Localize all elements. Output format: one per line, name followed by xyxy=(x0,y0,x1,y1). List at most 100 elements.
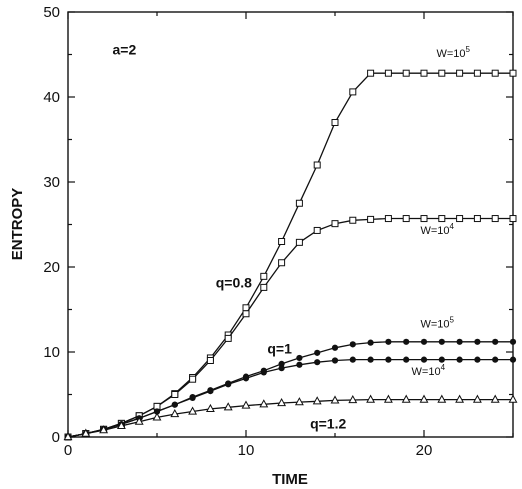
data-point xyxy=(509,69,517,77)
data-point xyxy=(278,365,285,372)
data-point xyxy=(63,431,73,441)
data-point xyxy=(385,356,392,363)
data-point xyxy=(402,69,410,77)
data-point xyxy=(312,396,322,405)
y-tick-label: 0 xyxy=(52,429,60,446)
data-point xyxy=(509,215,517,223)
series-label-exponent: 5 xyxy=(449,315,454,324)
data-point xyxy=(367,356,374,363)
data-point xyxy=(456,215,464,223)
annotation-layer: a=2 q=0.8 q=1 q=1.2 W=105 W=104 W=105 W=104 xyxy=(113,42,471,432)
data-point xyxy=(277,397,287,407)
data-point xyxy=(314,359,321,366)
data-point xyxy=(278,238,286,245)
annotation-label: q=1.2 xyxy=(310,416,346,432)
series-label-exponent: 5 xyxy=(466,45,471,54)
data-point xyxy=(348,394,358,404)
data-point xyxy=(438,69,446,77)
series-line xyxy=(67,72,513,438)
data-point xyxy=(189,375,197,383)
data-point xyxy=(438,338,445,345)
data-point xyxy=(509,356,517,363)
data-point xyxy=(455,394,465,403)
x-tick-label: 0 xyxy=(64,442,72,459)
data-point xyxy=(331,220,339,228)
data-point xyxy=(331,357,339,364)
series-label: W=104 xyxy=(412,363,446,378)
data-point xyxy=(349,341,356,348)
data-point xyxy=(438,215,446,223)
y-tick-label: 10 xyxy=(43,344,60,361)
data-point xyxy=(296,354,303,362)
series-4 xyxy=(63,394,518,441)
data-point xyxy=(153,408,161,415)
data-point xyxy=(474,356,481,363)
data-point xyxy=(456,69,464,77)
tick-labels: 0 10 20 0 10 20 30 40 50 xyxy=(43,4,432,459)
series-label-exponent: 4 xyxy=(441,363,446,372)
data-point xyxy=(385,338,392,345)
data-point xyxy=(99,425,109,434)
data-point xyxy=(384,215,392,223)
data-point xyxy=(171,401,178,408)
series-line xyxy=(67,358,513,438)
series-label: W=104 xyxy=(420,222,454,237)
y-tick-label: 40 xyxy=(43,89,60,106)
data-point xyxy=(294,397,304,406)
data-point xyxy=(456,356,463,363)
data-point xyxy=(367,339,374,346)
x-tick-label: 10 xyxy=(238,442,255,459)
data-point xyxy=(383,394,393,403)
data-point xyxy=(223,402,233,411)
data-point xyxy=(81,428,91,437)
data-point xyxy=(260,369,267,376)
data-point xyxy=(419,394,429,403)
data-point xyxy=(366,394,376,403)
x-tick-label: 20 xyxy=(416,442,433,459)
data-point xyxy=(438,356,445,363)
series-line xyxy=(67,398,513,438)
data-point xyxy=(278,259,286,267)
annotation-label: q=0.8 xyxy=(216,274,252,290)
data-point xyxy=(225,381,232,388)
data-point xyxy=(241,400,251,409)
data-point xyxy=(295,199,303,207)
data-point xyxy=(349,356,356,363)
data-point xyxy=(242,375,250,382)
data-point xyxy=(349,216,357,224)
data-point xyxy=(331,344,339,351)
y-tick-label: 20 xyxy=(43,259,60,276)
data-point xyxy=(491,215,499,223)
data-point xyxy=(152,412,162,421)
data-point xyxy=(490,394,500,403)
data-point xyxy=(508,394,518,403)
data-point xyxy=(403,356,410,363)
data-point xyxy=(367,215,375,223)
data-point xyxy=(509,338,517,345)
data-point xyxy=(420,338,428,345)
data-point xyxy=(384,69,392,77)
data-point xyxy=(437,394,447,403)
data-point xyxy=(330,395,340,404)
y-tick-label: 30 xyxy=(43,174,60,191)
data-point xyxy=(206,357,214,364)
data-point xyxy=(134,416,144,425)
series-1 xyxy=(64,215,517,441)
y-tick-label: 50 xyxy=(43,4,60,21)
data-point xyxy=(420,69,428,77)
data-point xyxy=(260,272,268,280)
data-point xyxy=(170,409,180,418)
data-point xyxy=(420,215,428,223)
series-0 xyxy=(64,69,517,441)
data-point xyxy=(313,226,321,234)
data-point xyxy=(492,356,499,363)
data-point xyxy=(296,361,303,368)
series-label: W=105 xyxy=(436,45,470,60)
data-point xyxy=(402,215,410,223)
series-layer xyxy=(63,69,518,441)
data-point xyxy=(259,399,269,408)
data-point xyxy=(473,69,481,77)
series-label: W=105 xyxy=(420,315,454,330)
data-point xyxy=(224,334,232,342)
